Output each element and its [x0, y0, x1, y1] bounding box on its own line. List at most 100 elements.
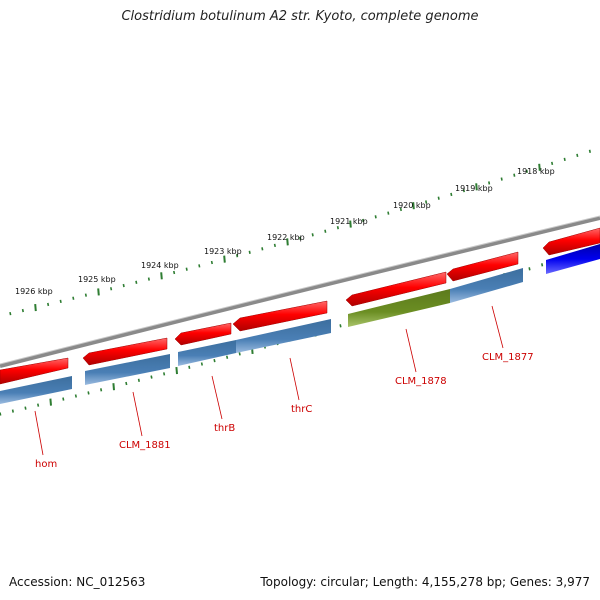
- leader-line: [289, 357, 300, 401]
- ruler-minor-tick: [311, 233, 314, 237]
- ruler-minor-tick: [525, 169, 528, 173]
- ruler-minor-tick: [74, 394, 77, 398]
- gene-block[interactable]: [0, 376, 72, 404]
- ruler-minor-tick: [21, 308, 24, 313]
- ruler-major-tick: [286, 238, 289, 246]
- ruler-major-tick: [412, 202, 415, 210]
- kbp-label: 1921 kbp: [330, 217, 368, 226]
- cds-arrow[interactable]: [345, 271, 447, 307]
- ruler-minor-tick: [362, 218, 365, 223]
- ruler-minor-tick: [450, 192, 453, 197]
- ruler-minor-tick: [72, 296, 75, 300]
- ruler-major-tick: [160, 272, 163, 280]
- leader-line: [34, 410, 44, 456]
- ruler-minor-tick: [122, 283, 125, 288]
- ruler-major-tick: [349, 220, 352, 228]
- ruler-minor-tick: [59, 299, 62, 304]
- kbp-label: 1923 kbp: [204, 247, 242, 256]
- gene-label[interactable]: thrC: [291, 404, 312, 415]
- gene-block[interactable]: [236, 319, 331, 353]
- ruler-minor-tick: [374, 215, 377, 219]
- ruler-minor-tick: [299, 236, 302, 241]
- ruler-major-tick: [175, 367, 178, 375]
- cds-arrow[interactable]: [82, 337, 168, 366]
- ruler-minor-tick: [137, 378, 140, 382]
- ruler-minor-tick: [37, 403, 40, 407]
- ruler-minor-tick: [563, 157, 566, 162]
- gene-label[interactable]: CLM_1881: [119, 440, 171, 451]
- chart-title: Clostridium botulinum A2 str. Kyoto, com…: [121, 9, 479, 24]
- ruler-minor-tick: [324, 229, 327, 233]
- kbp-label: 1919 kbp: [455, 184, 493, 193]
- leader-line: [132, 391, 143, 437]
- cds-arrow[interactable]: [0, 357, 69, 385]
- ruler-major-tick: [34, 303, 37, 312]
- genome-backbone-highlight: [0, 215, 600, 365]
- ruler-major-tick: [49, 398, 52, 406]
- ruler-major-tick: [538, 163, 541, 171]
- gene-label[interactable]: CLM_1878: [395, 376, 447, 387]
- gene-block[interactable]: [85, 354, 170, 385]
- ruler-minor-tick: [173, 270, 176, 275]
- ruler-minor-tick: [24, 406, 27, 410]
- ruler-minor-tick: [62, 397, 65, 401]
- ruler-major-tick: [97, 288, 100, 296]
- genome-summary: Topology: circular; Length: 4,155,278 bp…: [260, 575, 590, 589]
- ruler-minor-tick: [135, 280, 138, 284]
- accession-text: Accession: NC_012563: [9, 575, 146, 589]
- outer-ruler: [9, 149, 591, 316]
- cds-arrow[interactable]: [232, 300, 328, 332]
- ruler-minor-tick: [462, 188, 465, 193]
- kbp-label: 1920 kbp: [393, 201, 431, 210]
- ruler-minor-tick: [150, 375, 153, 379]
- ruler-minor-tick: [576, 153, 579, 158]
- cds-arrow[interactable]: [446, 251, 519, 282]
- ruler-minor-tick: [213, 358, 216, 363]
- ruler-minor-tick: [87, 391, 90, 395]
- ruler-minor-tick: [236, 254, 239, 258]
- kbp-label: 1926 kbp: [15, 287, 53, 296]
- leader-line: [491, 305, 504, 349]
- gene-block[interactable]: [348, 289, 450, 327]
- cds-arrow[interactable]: [542, 227, 600, 256]
- ruler-major-tick: [223, 255, 226, 263]
- gene-block-other[interactable]: [546, 244, 600, 274]
- ruler-minor-tick: [198, 264, 201, 268]
- leader-line: [211, 375, 223, 420]
- ruler-minor-tick: [0, 412, 2, 416]
- gene-label[interactable]: thrB: [214, 423, 235, 434]
- ruler-minor-tick: [336, 226, 339, 230]
- ruler-minor-tick: [488, 181, 491, 185]
- ruler-minor-tick: [588, 149, 591, 153]
- ruler-minor-tick: [273, 243, 276, 248]
- ruler-minor-tick: [163, 372, 166, 376]
- ruler-minor-tick: [9, 311, 12, 316]
- gene-label[interactable]: CLM_1877: [482, 352, 534, 363]
- ruler-minor-tick: [100, 388, 103, 392]
- ruler-minor-tick: [387, 211, 390, 215]
- kbp-label: 1922 kbp: [267, 233, 305, 242]
- cds-arrow[interactable]: [174, 322, 232, 346]
- ruler-minor-tick: [541, 263, 544, 267]
- ruler-minor-tick: [513, 173, 516, 177]
- ruler-minor-tick: [125, 381, 128, 386]
- ruler-minor-tick: [425, 200, 428, 204]
- ruler-minor-tick: [238, 352, 241, 356]
- gene-block[interactable]: [450, 268, 523, 303]
- ruler-minor-tick: [500, 177, 503, 181]
- ruler-minor-tick: [188, 365, 191, 369]
- ruler-minor-tick: [47, 302, 50, 307]
- kbp-label: 1918 kbp: [517, 167, 555, 176]
- ruler-major-tick: [112, 383, 115, 391]
- gene-label[interactable]: hom: [35, 459, 57, 470]
- leader-line: [405, 328, 417, 373]
- ruler-minor-tick: [11, 409, 14, 413]
- gene-block[interactable]: [178, 340, 236, 366]
- ruler-minor-tick: [551, 161, 554, 166]
- ruler-minor-tick: [248, 250, 251, 254]
- ruler-minor-tick: [528, 267, 531, 271]
- ruler-minor-tick: [84, 293, 87, 297]
- ruler-minor-tick: [185, 267, 188, 271]
- ruler-minor-tick: [261, 247, 264, 251]
